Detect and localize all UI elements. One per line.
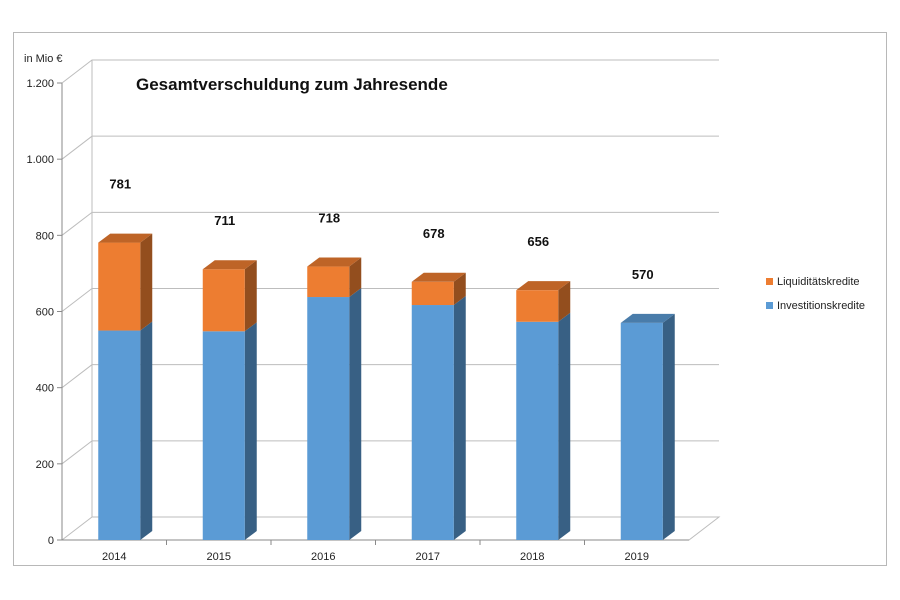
bar-liquiditaetskredite-2014-side [140, 233, 153, 331]
y-unit-label: in Mio € [24, 53, 63, 65]
bar-liquiditaetskredite-2014 [98, 242, 141, 331]
total-label-2014: 781 [109, 177, 131, 192]
total-label-2016: 718 [318, 211, 340, 226]
gridline [61, 440, 719, 465]
y-tick-label: 400 [36, 383, 54, 395]
legend-swatch-liquiditaetskredite [766, 278, 773, 285]
bar-liquiditaetskredite-2016-top [307, 257, 362, 267]
y-tick-label: 1.200 [26, 78, 54, 90]
y-tick-label: 800 [36, 230, 54, 242]
total-label-2019: 570 [632, 267, 654, 282]
x-tick-label: 2017 [416, 551, 440, 563]
bar-liquiditaetskredite-2018-side [558, 281, 571, 322]
bar-liquiditaetskredite-2017-side [453, 272, 466, 306]
x-tick-label: 2015 [207, 551, 231, 563]
gridline [61, 364, 719, 389]
bar-liquiditaetskredite-2017-top [411, 272, 466, 282]
bar-investitionskredite-2016-side [349, 288, 362, 540]
bar-investitionskredite-2017 [411, 305, 454, 540]
bar-investitionskredite-2018 [516, 321, 559, 540]
total-label-2015: 711 [214, 213, 235, 228]
bar-investitionskredite-2014 [98, 330, 141, 540]
legend-swatch-investitionskredite [766, 302, 773, 309]
bars [98, 233, 675, 540]
floor [60, 516, 721, 541]
bar-investitionskredite-2018-side [558, 312, 571, 540]
bar-investitionskredite-2014-side [140, 321, 153, 540]
gridline [61, 59, 719, 84]
total-label-2018: 656 [527, 234, 549, 249]
bar-liquiditaetskredite-2018 [516, 290, 559, 322]
bar-investitionskredite-2015-side [244, 322, 257, 540]
gridline [61, 135, 719, 160]
chart-frame: 0 200 400 600 800 1.000 1.200 2014 2015 2016 2017 2… [13, 32, 887, 566]
bar-liquiditaetskredite-2015-side [244, 260, 257, 332]
bar-liquiditaetskredite-2016-side [349, 257, 362, 298]
bar-liquiditaetskredite-2016 [307, 266, 350, 298]
y-tick-label: 0 [48, 535, 54, 547]
bar-investitionskredite-2017-side [453, 296, 466, 540]
gridline [61, 288, 719, 312]
chart-svg: 0 200 400 600 800 1.000 1.200 2014 2015 2016 2017 2… [24, 53, 865, 563]
bar-liquiditaetskredite-2018-top [516, 281, 571, 291]
legend: Liquiditätskredite Investitionskredite [766, 276, 865, 312]
x-tick-label: 2014 [102, 551, 126, 563]
y-tick-label: 600 [36, 307, 54, 319]
bar-liquiditaetskredite-2015 [202, 269, 245, 332]
bar-investitionskredite-2015 [202, 331, 245, 540]
y-tick-label: 1.000 [26, 154, 54, 166]
gridline [61, 211, 719, 236]
bar-investitionskredite-2019 [620, 322, 663, 540]
bar-investitionskredite-2019-top [620, 313, 675, 323]
x-tick-label: 2019 [625, 551, 649, 563]
legend-label-investitionskredite: Investitionskredite [777, 300, 865, 312]
legend-label-liquiditaetskredite: Liquiditätskredite [777, 276, 860, 288]
x-tick-label: 2018 [520, 551, 544, 563]
gridlines [60, 59, 721, 541]
y-tick-label: 200 [36, 459, 54, 471]
chart-title: Gesamtverschuldung zum Jahresende [136, 75, 448, 94]
axes: 0 200 400 600 800 1.000 1.200 2014 2015 2016 2017 2… [26, 78, 689, 563]
total-label-2017: 678 [423, 226, 445, 241]
bar-liquiditaetskredite-2017 [411, 281, 454, 306]
bar-investitionskredite-2019-side [662, 313, 675, 540]
x-tick-label: 2016 [311, 551, 335, 563]
bar-liquiditaetskredite-2015-top [202, 260, 257, 270]
bar-liquiditaetskredite-2014-top [98, 233, 153, 243]
bar-investitionskredite-2016 [307, 297, 350, 540]
labels: 781 711 718 678 656 570 [109, 177, 653, 282]
